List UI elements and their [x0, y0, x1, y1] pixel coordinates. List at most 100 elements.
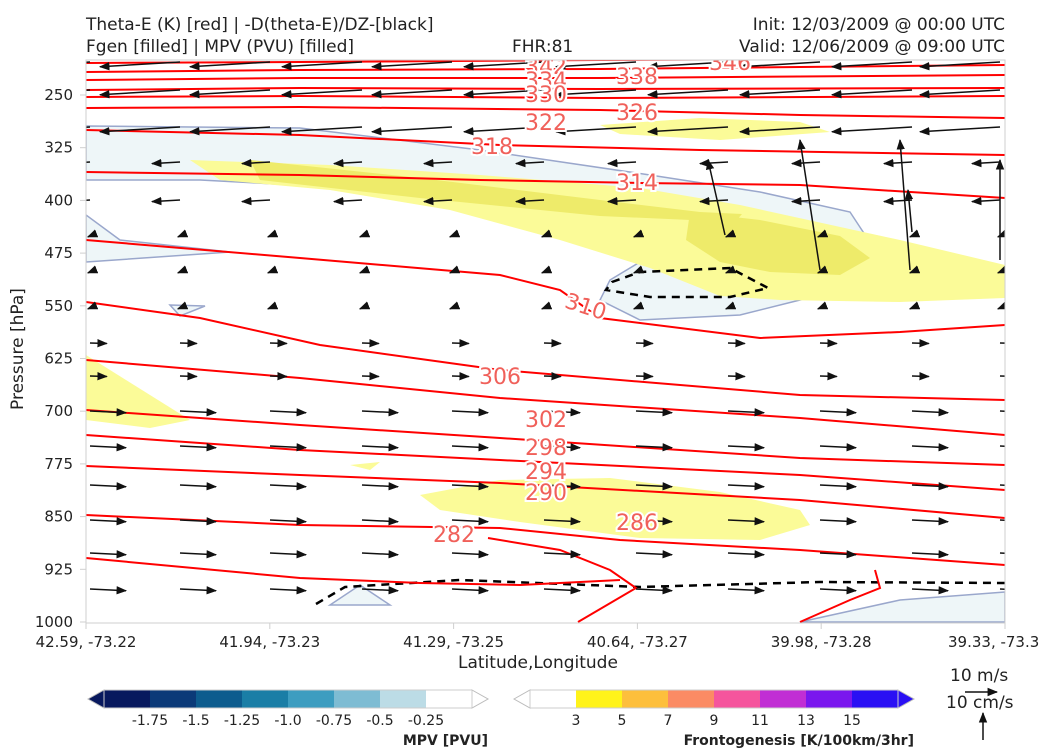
mpv-region — [799, 591, 1005, 623]
vector-legend-vertical-label: 10 cm/s — [946, 693, 1014, 713]
fgen-region — [420, 478, 810, 540]
wind-vector — [904, 188, 914, 233]
theta-e-isoline — [487, 537, 638, 623]
fgen-colorbar-tick-label: 5 — [618, 713, 627, 729]
fgen-colorbar-swatch — [714, 690, 760, 708]
wind-vector — [361, 517, 400, 526]
theta-e-contour-label: 286 — [616, 511, 658, 536]
wind-vector — [646, 89, 729, 99]
wind-vector — [970, 158, 1001, 168]
wind-vector — [911, 550, 950, 559]
x-tick-label: 39.98, -73.28 — [771, 633, 872, 651]
wind-vector — [543, 517, 582, 526]
valid-time: Valid: 12/06/2009 @ 09:00 UTC — [739, 37, 1005, 57]
theta-e-contour-label: 342 — [525, 55, 567, 80]
wind-vector — [635, 408, 674, 417]
mpv-colorbar-swatch — [380, 690, 426, 708]
mpv-colorbar-tick-label: -0.75 — [316, 713, 352, 729]
theta-e-contour-label: 318 — [471, 135, 513, 160]
wind-vector — [86, 61, 91, 63]
wind-vector — [724, 229, 737, 238]
fgen-colorbar-swatch — [622, 690, 668, 708]
wind-vector — [150, 158, 181, 168]
wind-vector — [819, 482, 858, 491]
wind-vector — [462, 126, 545, 136]
wind-vector — [188, 61, 271, 71]
wind-vector — [554, 61, 637, 71]
fgen-colorbar-swatch — [668, 690, 714, 708]
mpv-colorbar-swatch — [150, 690, 196, 708]
fgen-colorbar-tick-label: 13 — [797, 713, 815, 729]
fgen-colorbar-tick-label: 11 — [751, 713, 769, 729]
title-line-1: Theta-E (K) [red] | -D(theta-E)/DZ-[blac… — [86, 15, 434, 35]
mpv-region — [86, 214, 231, 263]
theta-e-isoline — [799, 569, 882, 623]
x-axis-label: Latitude,Longitude — [458, 653, 618, 673]
mpv-colorbar-tick-label: -0.5 — [366, 713, 393, 729]
theta-e-contour-label: 330 — [525, 83, 567, 108]
y-tick-label: 550 — [44, 297, 73, 315]
fgen-colorbar-label: Frontogenesis [K/100km/3hr] — [684, 733, 914, 749]
wind-vector — [727, 550, 766, 559]
wind-vector — [89, 408, 128, 417]
wind-vector — [830, 126, 913, 136]
wind-vector — [176, 229, 189, 238]
wind-vector — [908, 265, 921, 274]
fgen-colorbar-extend-left — [512, 689, 531, 709]
plot-frame — [85, 59, 1006, 624]
theta-e-isoline — [86, 239, 1005, 340]
wind-vector — [540, 265, 553, 274]
x-tick-label: 42.59, -73.22 — [36, 633, 137, 651]
wind-vector — [698, 158, 729, 168]
theta-e-contour-label: 290 — [525, 481, 567, 506]
wind-vector — [896, 138, 911, 271]
wind-vector — [543, 482, 582, 491]
wind-vector — [361, 586, 400, 595]
wind-vector — [269, 550, 308, 559]
fgen-colorbar-swatch — [806, 690, 852, 708]
y-tick-label: 850 — [44, 508, 73, 526]
wind-vector — [911, 586, 950, 595]
theta-e-contour-label: 346 — [709, 51, 751, 76]
mpv-region — [327, 584, 393, 606]
wind-vector — [543, 443, 582, 452]
y-tick-label: 400 — [44, 191, 73, 209]
theta-e-isoline — [86, 301, 1005, 401]
wind-vector — [790, 196, 821, 206]
wind-vector — [89, 482, 128, 491]
wind-vector — [370, 61, 453, 71]
wind-vector — [89, 443, 128, 452]
mpv-colorbar-frame — [103, 689, 473, 709]
theta-e-isoline — [86, 105, 1005, 119]
wind-vector — [361, 443, 400, 452]
wind-vector — [179, 443, 218, 452]
wind-vector — [646, 61, 729, 71]
wind-vector — [179, 482, 218, 491]
wind-vector — [188, 126, 271, 136]
wind-vector — [89, 586, 128, 595]
wind-vector — [451, 408, 490, 417]
wind-vector — [918, 89, 1001, 99]
wind-vector — [451, 550, 490, 559]
mpv-colorbar-swatch — [104, 690, 150, 708]
wind-vector — [280, 61, 363, 71]
theta-e-isoline — [86, 359, 1005, 436]
mpv-colorbar-tick-label: -1.0 — [274, 713, 301, 729]
wind-vector — [188, 89, 271, 99]
wind-vector — [554, 126, 637, 136]
theta-e-contour-label: 298 — [525, 436, 567, 461]
wind-vector — [540, 301, 553, 310]
mpv-colorbar-label: MPV [PVU] — [403, 733, 488, 749]
wind-vector — [790, 158, 821, 168]
init-time: Init: 12/03/2009 @ 00:00 UTC — [752, 15, 1005, 35]
wind-vector — [240, 158, 271, 168]
wind-vector — [911, 408, 950, 417]
wind-vector — [911, 517, 950, 526]
wind-vector — [86, 126, 91, 128]
fgen-colorbar-swatch — [852, 690, 898, 708]
fgen-colorbar-frame — [529, 689, 899, 709]
wind-vector — [240, 196, 271, 206]
wind-vector — [448, 301, 461, 310]
wind-vector — [635, 550, 674, 559]
theta-e-contour-label: 294 — [525, 460, 567, 485]
